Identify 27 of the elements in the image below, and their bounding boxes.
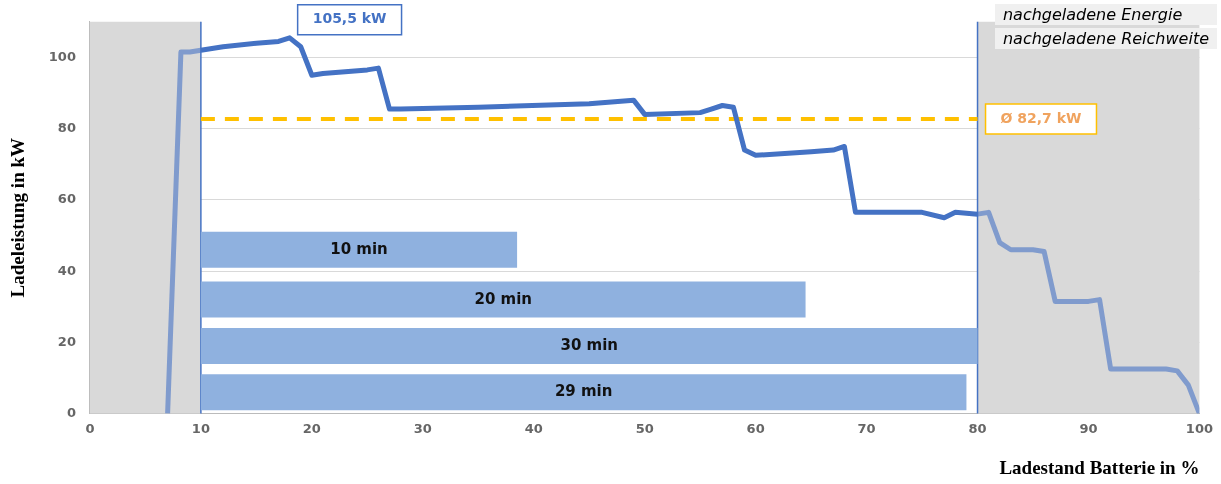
annotation: 20 min — [474, 289, 532, 308]
data-label: 105,5 kW — [312, 10, 387, 27]
y-tick-label: 20 — [57, 333, 76, 349]
x-tick-label: 50 — [635, 420, 654, 436]
annotation: 30 min — [560, 335, 618, 354]
x-tick-label: 70 — [857, 420, 876, 436]
x-tick-label: 60 — [746, 420, 765, 436]
annotation: nachgeladene Reichweite — [994, 28, 1217, 49]
x-tick-label: 40 — [524, 420, 543, 436]
x-axis-title: Ladestand Batterie in % — [999, 456, 1200, 478]
x-tick-label: 100 — [1185, 420, 1213, 436]
y-tick-label: 60 — [57, 191, 76, 207]
annotation: 10 min — [330, 239, 388, 258]
y-tick-label: 80 — [57, 120, 76, 136]
annotation: nachgeladene Energie — [994, 4, 1217, 25]
y-tick-label: 40 — [57, 262, 76, 278]
y-tick-label: 0 — [66, 404, 76, 420]
x-tick-label: 30 — [413, 420, 432, 436]
data-label: Ø 82,7 kW — [1000, 109, 1082, 126]
y-axis-title: Ladeleistung in kW — [7, 137, 29, 298]
x-tick-label: 0 — [85, 420, 95, 436]
annotation: 29 min — [554, 382, 613, 401]
x-tick-label: 80 — [968, 420, 987, 436]
x-tick-label: 20 — [302, 420, 321, 436]
x-tick-label: 90 — [1079, 420, 1098, 436]
y-tick-label: 100 — [48, 48, 76, 64]
x-tick-label: 10 — [191, 420, 210, 436]
